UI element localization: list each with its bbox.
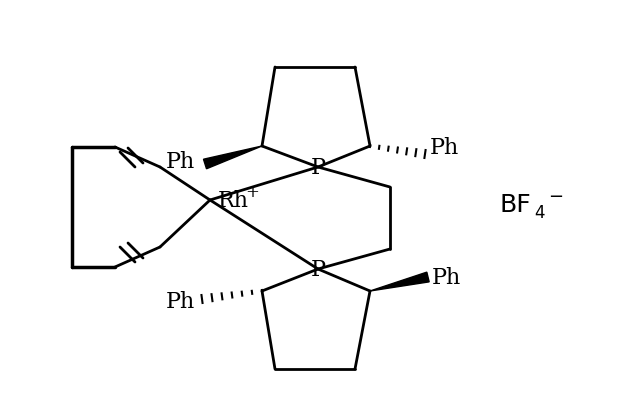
Text: +: + bbox=[245, 184, 259, 201]
Text: P: P bbox=[310, 157, 326, 178]
Text: Rh: Rh bbox=[218, 190, 249, 211]
Text: 4: 4 bbox=[534, 203, 545, 221]
Text: −: − bbox=[548, 188, 563, 205]
Text: Ph: Ph bbox=[430, 137, 460, 159]
Text: Ph: Ph bbox=[432, 266, 461, 288]
Polygon shape bbox=[204, 147, 262, 169]
Text: P: P bbox=[310, 258, 326, 280]
Polygon shape bbox=[370, 272, 429, 291]
Text: BF: BF bbox=[500, 192, 532, 217]
Text: Ph: Ph bbox=[166, 151, 195, 172]
Text: Ph: Ph bbox=[166, 290, 195, 312]
